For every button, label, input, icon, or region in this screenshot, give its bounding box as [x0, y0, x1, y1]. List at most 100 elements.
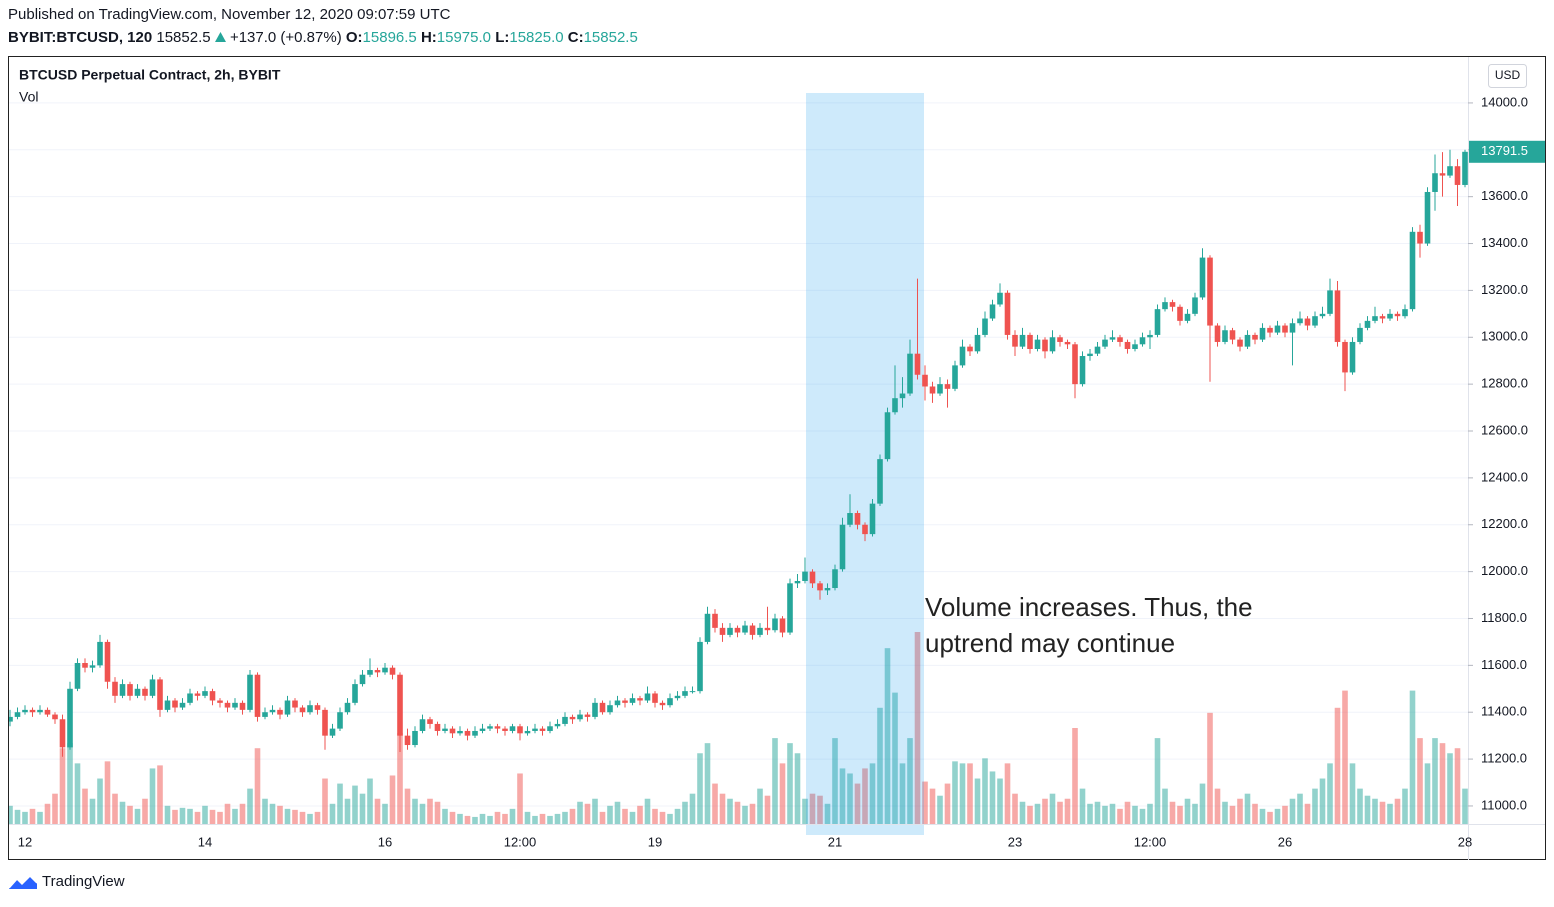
candle-body [937, 384, 943, 394]
volume-bar [1162, 788, 1168, 824]
chart-title: BTCUSD Perpetual Contract, 2h, BYBIT [19, 67, 281, 83]
volume-bar [322, 778, 328, 824]
volume-bar [509, 808, 516, 824]
volume-bar [667, 813, 673, 824]
candle-body [554, 723, 561, 727]
candle-body [134, 688, 141, 696]
volume-bar [697, 753, 703, 824]
candle-body [622, 700, 628, 703]
volume-bar [307, 813, 313, 824]
candle-body [839, 524, 846, 570]
volume-bar [1259, 808, 1266, 824]
candle-body [502, 728, 508, 731]
candle-body [44, 709, 51, 715]
volume-bar [389, 775, 396, 824]
volume-bar [37, 811, 43, 824]
candle-body [1372, 316, 1378, 321]
candle-body [1147, 334, 1153, 338]
y-tick-label: 12800.0 [1481, 376, 1528, 391]
candle-body [802, 571, 808, 581]
candle-body [532, 728, 538, 731]
candle-body [959, 346, 966, 366]
candle-body [1214, 325, 1221, 342]
candle-body [74, 663, 81, 689]
candle-body [397, 674, 403, 736]
volume-bar [1319, 778, 1326, 824]
volume-bar [119, 801, 126, 824]
candle-body [914, 353, 921, 375]
candle-body [1072, 344, 1078, 385]
candle-body [682, 691, 688, 696]
candle-body [1357, 327, 1363, 342]
candle-body [547, 726, 553, 731]
open-value: 15896.5 [362, 29, 417, 46]
candle-body [374, 670, 381, 673]
volume-bar [52, 793, 58, 824]
candle-body [1379, 316, 1386, 319]
candle-body [59, 719, 66, 748]
candle-body [1079, 356, 1086, 385]
candle-body [142, 688, 148, 696]
volume-bar [9, 805, 13, 824]
y-tick-label: 12600.0 [1481, 422, 1528, 437]
volume-bar [652, 808, 658, 824]
volume-bar [164, 805, 171, 824]
candle-body [1432, 173, 1438, 192]
candle-body [1139, 337, 1146, 345]
volume-bar [502, 813, 508, 824]
candle-body [442, 728, 448, 731]
candle-body [179, 702, 186, 708]
annotation: Volume increases. Thus, the [925, 592, 1253, 622]
y-tick-label: 11800.0 [1481, 610, 1527, 625]
candle-body [592, 702, 598, 717]
candle-body [1102, 339, 1108, 347]
candle-body [1259, 327, 1266, 340]
candle-body [854, 513, 861, 525]
candle-body [254, 674, 261, 717]
candle-body [292, 700, 298, 708]
y-tick-label: 12200.0 [1481, 516, 1528, 531]
volume-bar [749, 803, 756, 824]
candle-body [779, 618, 786, 633]
volume-bar [1312, 788, 1318, 824]
candle-body [862, 524, 868, 535]
volume-bar [1019, 801, 1026, 824]
y-tick-label: 13600.0 [1481, 188, 1528, 203]
y-tick-label: 11400.0 [1481, 704, 1527, 719]
candle-body [719, 627, 726, 635]
candle-body [277, 709, 283, 715]
volume-bar [89, 798, 96, 824]
candle-body [1124, 341, 1131, 349]
volume-bar [404, 788, 411, 824]
volume-bar [1402, 788, 1408, 824]
candle-body [1094, 346, 1101, 354]
volume-bar [472, 816, 478, 824]
highlight-zone [806, 93, 924, 835]
close-value: 15852.5 [583, 29, 638, 46]
volume-bar [382, 803, 388, 824]
volume-bar [539, 813, 546, 824]
y-tick-label: 13200.0 [1481, 282, 1528, 297]
candle-body [389, 667, 396, 675]
candle-body [922, 374, 928, 387]
candle-body [599, 702, 606, 713]
volume-bar [359, 793, 366, 824]
candle-body [1364, 320, 1371, 328]
volume-bar [892, 692, 898, 824]
last-price-label: 13791.5 [1481, 143, 1528, 158]
volume-bar [1132, 805, 1138, 824]
candle-body [367, 670, 373, 675]
candle-body [517, 726, 523, 734]
candle-body [412, 730, 418, 746]
candle-body [832, 569, 838, 589]
candle-body [262, 712, 268, 717]
candle-body [224, 702, 231, 708]
volume-bar [1109, 803, 1116, 824]
volume-bar [14, 809, 21, 824]
volume-bar [959, 763, 966, 824]
candle-body [9, 716, 13, 722]
symbol-line: BYBIT:BTCUSD, 120 15852.5 +137.0 (+0.87%… [8, 29, 638, 46]
volume-bar [1147, 803, 1153, 824]
candle-body [689, 691, 696, 693]
candle-body [284, 700, 291, 715]
